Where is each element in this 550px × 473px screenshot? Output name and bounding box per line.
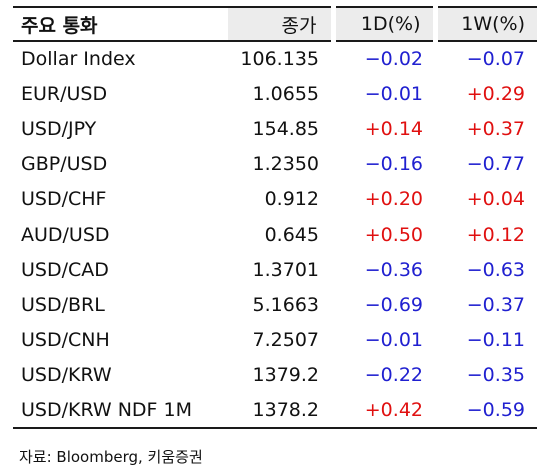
table-row: USD/CAD 1.3701 −0.36 −0.63 [13,252,537,287]
close-value: 0.912 [264,188,319,211]
header-1d: 1D(%) [330,6,435,42]
change-1d: +0.50 [364,223,423,246]
close-value: 7.2507 [252,329,319,352]
change-1w: +0.12 [466,223,525,246]
table-row: USD/BRL 5.1663 −0.69 −0.37 [13,287,537,322]
close-value: 0.645 [264,223,319,246]
table-row: GBP/USD 1.2350 −0.16 −0.77 [13,147,537,182]
change-1w: −0.11 [466,329,525,352]
table-row: USD/CNH 7.2507 −0.01 −0.11 [13,323,537,358]
header-1w: 1W(%) [432,6,537,42]
currency-name: USD/CHF [21,188,107,211]
currency-name: AUD/USD [21,223,110,246]
currency-name: EUR/USD [21,82,108,105]
change-1d: +0.42 [333,392,435,430]
close-value: 1.3701 [252,258,319,281]
header-close: 종가 [228,6,333,42]
change-1d: −0.22 [364,364,423,387]
table-row: USD/KRW 1379.2 −0.22 −0.35 [13,358,537,393]
table-row: USD/JPY 154.85 +0.14 +0.37 [13,111,537,146]
change-1w: +0.37 [466,117,525,140]
close-value: 1379.2 [252,364,319,387]
change-1d: +0.14 [364,117,423,140]
change-1w: −0.07 [466,48,525,71]
change-1d: −0.36 [364,258,423,281]
source-note: 자료: Bloomberg, 키움증권 [19,448,203,466]
change-1w: +0.29 [466,82,525,105]
close-value: 106.135 [240,48,319,71]
change-1w: +0.04 [466,188,525,211]
change-1d: −0.16 [364,153,423,176]
change-1d: −0.69 [364,293,423,316]
close-value: 1378.2 [228,392,333,430]
currency-name: GBP/USD [21,153,108,176]
currency-name: USD/JPY [21,117,97,140]
table-row: USD/CHF 0.912 +0.20 +0.04 [13,182,537,217]
currency-name: Dollar Index [21,48,136,71]
change-1d: +0.20 [364,188,423,211]
close-value: 5.1663 [252,293,319,316]
table-header-row: 주요 통화 종가 1D(%) 1W(%) [13,6,537,42]
table-row: Dollar Index 106.135 −0.02 −0.07 [13,41,537,76]
header-currency: 주요 통화 [13,6,228,42]
currency-name: USD/BRL [21,293,105,316]
currency-name: USD/KRW [21,364,112,387]
table-row: EUR/USD 1.0655 −0.01 +0.29 [13,76,537,111]
close-value: 154.85 [252,117,319,140]
change-1d: −0.02 [364,48,423,71]
currency-name: USD/CNH [21,329,110,352]
close-value: 1.2350 [252,153,319,176]
close-value: 1.0655 [252,82,319,105]
change-1w: −0.77 [466,153,525,176]
table-row: USD/KRW NDF 1M 1378.2 +0.42 −0.59 [13,392,537,430]
change-1d: −0.01 [364,329,423,352]
currency-name: USD/KRW NDF 1M [13,392,228,430]
change-1w: −0.63 [466,258,525,281]
change-1w: −0.35 [466,364,525,387]
currency-table: 주요 통화 종가 1D(%) 1W(%) Dollar Index 106.135… [13,6,537,430]
currency-name: USD/CAD [21,258,109,281]
table-row: AUD/USD 0.645 +0.50 +0.12 [13,217,537,252]
table-body: Dollar Index 106.135 −0.02 −0.07 EUR/USD 1.06… [13,41,537,430]
change-1w: −0.59 [435,392,537,430]
change-1w: −0.37 [466,293,525,316]
change-1d: −0.01 [364,82,423,105]
